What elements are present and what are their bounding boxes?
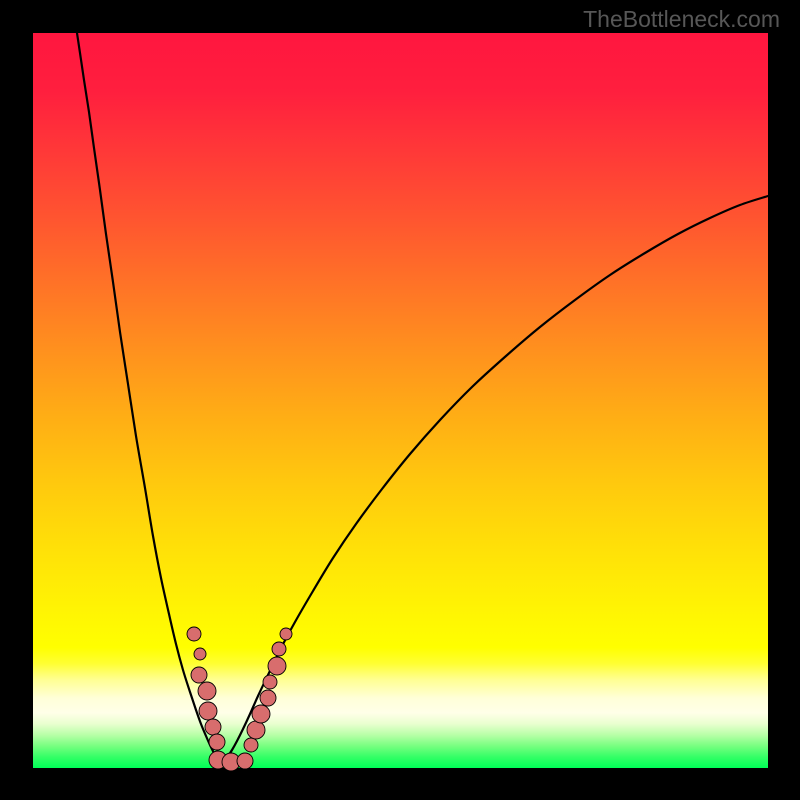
gradient-background bbox=[33, 33, 768, 768]
chart-root: TheBottleneck.com bbox=[0, 0, 800, 800]
watermark-text: TheBottleneck.com bbox=[583, 6, 780, 33]
